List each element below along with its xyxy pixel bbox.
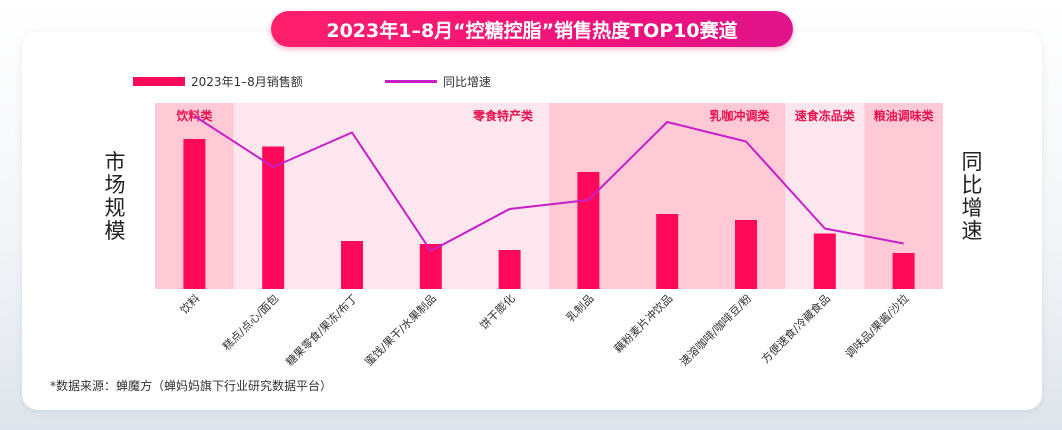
growth-line bbox=[193, 115, 904, 252]
category-label: 调味品/果酱/沙拉 bbox=[842, 291, 912, 361]
data-source-note: *数据来源：蝉魔方（蝉妈妈旗下行业研究数据平台） bbox=[50, 379, 333, 393]
left-axis-char: 规 bbox=[104, 196, 126, 220]
category-label: 糖果零食/果冻/布丁 bbox=[283, 291, 360, 368]
category-label: 速溶咖啡/咖啡豆/粉 bbox=[677, 291, 754, 368]
bar bbox=[577, 172, 600, 289]
left-axis-char: 市 bbox=[104, 150, 126, 174]
legend-growth-label: 同比增速 bbox=[443, 75, 492, 89]
right-axis-char: 比 bbox=[961, 173, 983, 197]
category-label: 蜜饯/果干/水果制品 bbox=[362, 291, 439, 368]
bar bbox=[735, 220, 757, 289]
chart-title: 2023年1–8月“控糖控脂”销售热度TOP10赛道 bbox=[271, 11, 793, 47]
left-axis-label: 市 场 规 模 bbox=[103, 151, 127, 243]
sector-label: 饮料类 bbox=[175, 108, 213, 123]
right-axis-char: 同 bbox=[961, 150, 983, 174]
legend-sales-label: 2023年1–8月销售额 bbox=[191, 75, 303, 89]
bar bbox=[656, 214, 679, 289]
sector-label: 零食特产类 bbox=[472, 108, 534, 123]
right-axis-label: 同 比 增 速 bbox=[960, 151, 984, 243]
right-axis-char: 速 bbox=[961, 219, 983, 243]
category-label: 方便速食/冷藏食品 bbox=[758, 291, 833, 366]
category-label: 乳制品 bbox=[564, 292, 597, 325]
legend-sales: 2023年1–8月销售额 bbox=[133, 73, 303, 90]
bar bbox=[892, 253, 915, 289]
category-label: 饮料 bbox=[177, 291, 202, 316]
left-axis-char: 模 bbox=[104, 219, 126, 243]
legend-line-swatch bbox=[385, 80, 437, 83]
bar bbox=[498, 250, 521, 289]
legend-bar-swatch bbox=[133, 77, 185, 86]
bar bbox=[183, 139, 206, 289]
bar bbox=[341, 241, 363, 289]
sector-label: 乳咖冲调类 bbox=[709, 108, 770, 123]
category-label: 糕点/点心/面包 bbox=[220, 291, 282, 353]
bar bbox=[419, 244, 442, 289]
category-label: 饼干膨化 bbox=[477, 291, 518, 332]
right-axis-char: 增 bbox=[961, 196, 983, 220]
bar bbox=[262, 146, 285, 289]
sector-label: 粮油调味类 bbox=[874, 108, 935, 123]
left-axis-char: 场 bbox=[104, 173, 126, 197]
bar bbox=[813, 233, 836, 289]
sector-band bbox=[233, 103, 550, 289]
legend-growth: 同比增速 bbox=[385, 73, 491, 90]
category-label: 藕粉麦片冲饮品 bbox=[611, 291, 675, 355]
sector-label: 速食冻品类 bbox=[795, 108, 856, 123]
